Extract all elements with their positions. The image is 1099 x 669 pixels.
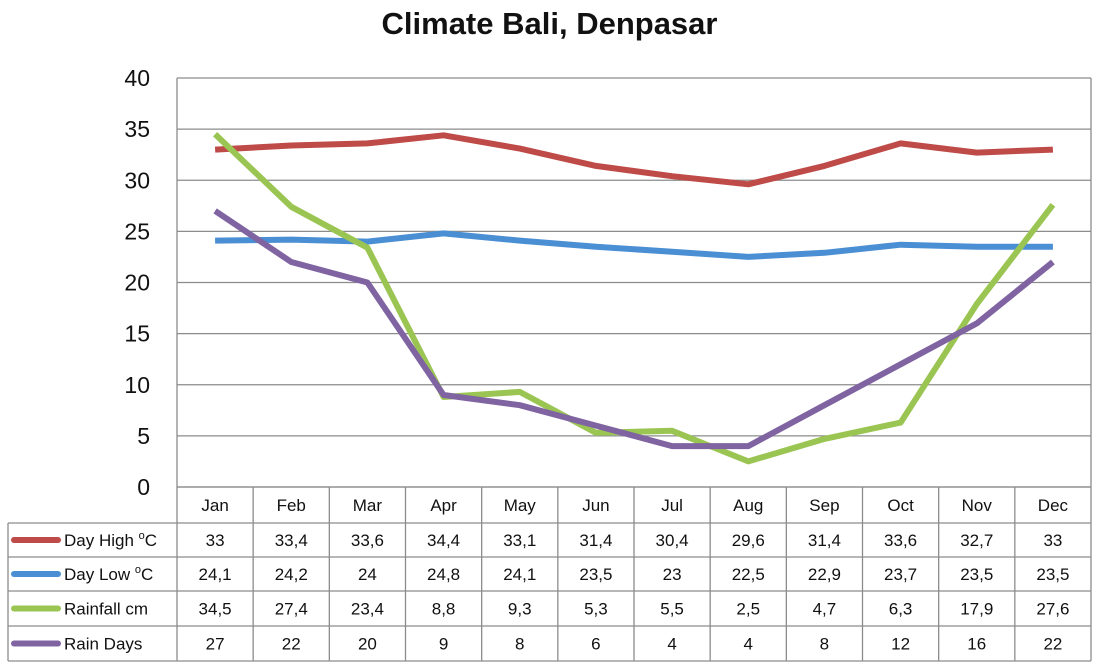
data-label: 31,4 bbox=[579, 531, 612, 550]
data-label: 23,5 bbox=[1036, 565, 1069, 584]
x-tick-label: Aug bbox=[733, 496, 763, 515]
data-label: 34,5 bbox=[199, 600, 232, 619]
x-tick-label: Mar bbox=[353, 496, 383, 515]
gridlines bbox=[176, 77, 1092, 488]
x-tick-label: Jan bbox=[201, 496, 228, 515]
y-tick-label: 10 bbox=[124, 372, 150, 398]
x-tick-label: Jun bbox=[582, 496, 609, 515]
data-label: 22,9 bbox=[808, 565, 841, 584]
data-label: 22 bbox=[282, 635, 301, 654]
y-tick-label: 20 bbox=[124, 270, 150, 296]
data-label: 23,5 bbox=[579, 565, 612, 584]
legend-label: Rainfall cm bbox=[64, 600, 148, 619]
data-label: 33 bbox=[1043, 531, 1062, 550]
data-label: 5,5 bbox=[660, 600, 684, 619]
y-tick-label: 30 bbox=[124, 167, 150, 193]
data-label: 33,1 bbox=[503, 531, 536, 550]
data-label: 24,8 bbox=[427, 565, 460, 584]
data-label: 12 bbox=[891, 635, 910, 654]
series-line bbox=[213, 132, 1056, 465]
data-label: 2,5 bbox=[736, 600, 760, 619]
data-label: 24 bbox=[358, 565, 377, 584]
data-label: 30,4 bbox=[656, 531, 689, 550]
data-label: 20 bbox=[358, 635, 377, 654]
x-tick-label: Apr bbox=[430, 496, 457, 515]
data-label: 31,4 bbox=[808, 531, 841, 550]
data-label: 6 bbox=[591, 635, 600, 654]
data-label: 33,4 bbox=[275, 531, 308, 550]
data-label: 22,5 bbox=[732, 565, 765, 584]
legend-label: Day High oC bbox=[64, 530, 157, 550]
y-tick-label: 0 bbox=[137, 474, 150, 500]
y-tick-label: 40 bbox=[124, 65, 150, 91]
x-tick-label: Dec bbox=[1038, 496, 1069, 515]
series-line bbox=[215, 230, 1053, 260]
data-label: 32,7 bbox=[960, 531, 993, 550]
data-label: 29,6 bbox=[732, 531, 765, 550]
x-tick-label: Oct bbox=[887, 496, 914, 515]
y-tick-label: 15 bbox=[124, 321, 150, 347]
x-tick-label: Feb bbox=[277, 496, 306, 515]
data-label: 16 bbox=[967, 635, 986, 654]
x-tick-label: May bbox=[504, 496, 537, 515]
data-label: 4 bbox=[744, 635, 753, 654]
data-label: 4 bbox=[667, 635, 676, 654]
data-label: 9,3 bbox=[508, 600, 532, 619]
data-label: 23,7 bbox=[884, 565, 917, 584]
chart-title: Climate Bali, Denpasar bbox=[381, 6, 718, 41]
data-label: 5,3 bbox=[584, 600, 608, 619]
series-line bbox=[213, 208, 1055, 450]
y-axis-ticks: 0 5 10 15 20 25 30 35 40 bbox=[124, 65, 150, 500]
data-label: 27,6 bbox=[1036, 600, 1069, 619]
data-label: 24,2 bbox=[275, 565, 308, 584]
data-label: 9 bbox=[439, 635, 448, 654]
x-tick-label: Nov bbox=[962, 496, 993, 515]
legend-label: Rain Days bbox=[64, 635, 142, 654]
x-tick-label: Jul bbox=[661, 496, 683, 515]
data-label: 22 bbox=[1043, 635, 1062, 654]
data-label: 8 bbox=[515, 635, 524, 654]
data-label: 27,4 bbox=[275, 600, 308, 619]
x-tick-label: Sep bbox=[809, 496, 839, 515]
data-label: 23 bbox=[663, 565, 682, 584]
data-label: 24,1 bbox=[503, 565, 536, 584]
data-table: Jan Feb Mar Apr May Jun Jul Aug Sep Oct Nov Dec Day … bbox=[7, 486, 1092, 662]
data-label: 6,3 bbox=[889, 600, 913, 619]
series-lines bbox=[213, 132, 1056, 465]
data-label: 8,8 bbox=[432, 600, 456, 619]
legend-label: Day Low oC bbox=[64, 564, 153, 584]
data-label: 33 bbox=[206, 531, 225, 550]
data-label: 33,6 bbox=[884, 531, 917, 550]
data-label: 27 bbox=[206, 635, 225, 654]
data-label: 23,5 bbox=[960, 565, 993, 584]
series-line bbox=[214, 132, 1054, 188]
data-label: 34,4 bbox=[427, 531, 460, 550]
data-label: 23,4 bbox=[351, 600, 384, 619]
data-label: 8 bbox=[820, 635, 829, 654]
data-label: 17,9 bbox=[960, 600, 993, 619]
data-label: 33,6 bbox=[351, 531, 384, 550]
y-tick-label: 35 bbox=[124, 116, 150, 142]
data-label: 4,7 bbox=[813, 600, 837, 619]
data-label: 24,1 bbox=[199, 565, 232, 584]
y-tick-label: 5 bbox=[137, 423, 150, 449]
y-tick-label: 25 bbox=[124, 218, 150, 244]
